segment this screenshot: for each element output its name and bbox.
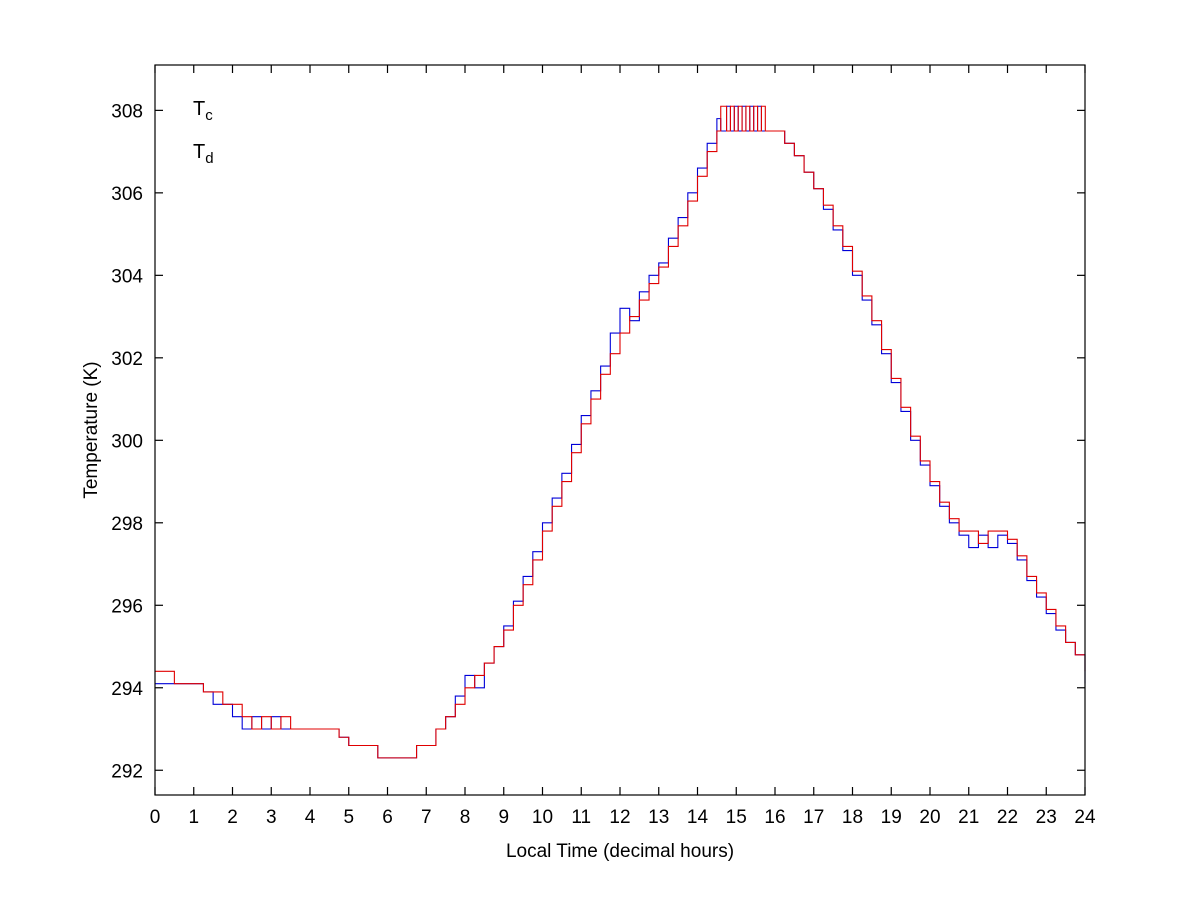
x-tick-label: 16 <box>764 807 785 828</box>
x-tick-label: 12 <box>609 807 630 828</box>
x-tick-label: 23 <box>1036 807 1057 828</box>
x-tick-label: 7 <box>421 807 432 828</box>
legend-entry-Tc: Tc <box>193 98 213 124</box>
x-tick-label: 9 <box>498 807 509 828</box>
x-tick-label: 1 <box>188 807 199 828</box>
x-tick-label: 14 <box>687 807 709 828</box>
tick-labels: 0 1 2 3 4 5 6 7 8 9 10 11 12 13 14 15 16 17 18 19 20 21 22 23 24… <box>111 101 1096 828</box>
y-tick-label: 300 <box>111 431 143 452</box>
y-tick-label: 302 <box>111 349 143 370</box>
y-axis-label: Temperature (K) <box>81 361 102 498</box>
x-tick-label: 10 <box>532 807 553 828</box>
x-tick-label: 13 <box>648 807 669 828</box>
y-tick-label: 296 <box>111 596 143 617</box>
x-axis-label: Local Time (decimal hours) <box>506 841 734 862</box>
y-tick-label: 304 <box>111 266 143 287</box>
x-tick-label: 5 <box>343 807 354 828</box>
x-tick-label: 3 <box>266 807 277 828</box>
series-line-Td <box>155 105 1086 759</box>
x-tick-label: 11 <box>571 807 591 828</box>
y-tick-label: 306 <box>111 184 143 205</box>
x-tick-label: 17 <box>803 807 824 828</box>
x-tick-label: 22 <box>997 807 1018 828</box>
y-tick-label: 308 <box>111 101 143 122</box>
y-tick-label: 292 <box>111 761 143 782</box>
x-tick-label: 18 <box>842 807 863 828</box>
x-tick-label: 2 <box>227 807 238 828</box>
legend-entry-Td: Td <box>193 141 214 167</box>
x-tick-label: 6 <box>382 807 393 828</box>
x-tick-label: 4 <box>305 807 316 828</box>
x-tick-label: 8 <box>460 807 471 828</box>
plot-area <box>155 65 1085 795</box>
x-tick-label: 19 <box>881 807 902 828</box>
x-tick-label: 20 <box>919 807 940 828</box>
x-tick-label: 21 <box>958 807 979 828</box>
x-tick-label: 0 <box>150 807 161 828</box>
y-tick-label: 294 <box>111 679 143 700</box>
y-tick-label: 298 <box>111 514 143 535</box>
tick-marks <box>154 65 1086 795</box>
x-tick-label: 24 <box>1074 807 1096 828</box>
x-tick-label: 15 <box>726 807 747 828</box>
